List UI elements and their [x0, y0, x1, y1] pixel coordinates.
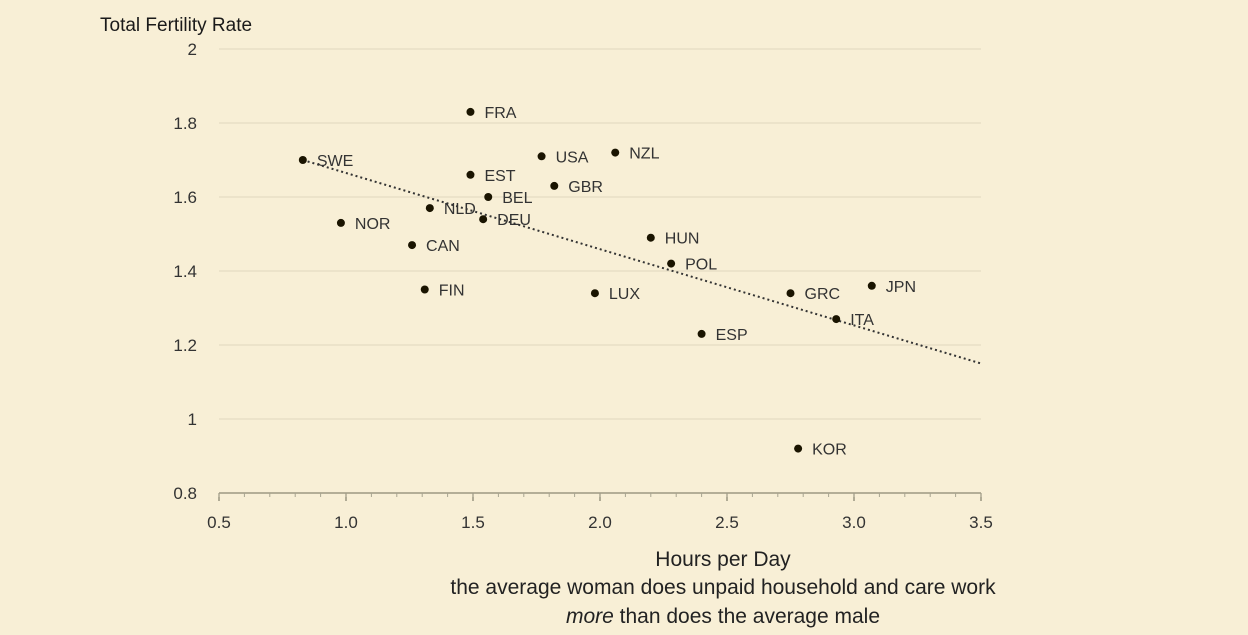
point-label-gbr: GBR [568, 179, 603, 196]
x-tick-labels: 0.5 1.0 1.5 2.0 2.5 3.0 3.5 [207, 513, 993, 532]
point-ita [832, 315, 841, 324]
data-points: SWE NOR CAN FIN NLD FRA EST BEL DEU USA GBR LUX NZL H… [298, 105, 916, 459]
point-nzl [611, 148, 620, 157]
point-label-nzl: NZL [629, 146, 659, 163]
point-can [408, 241, 417, 250]
x-tick-label: 1.0 [334, 513, 358, 532]
point-pol [667, 259, 676, 268]
point-label-grc: GRC [805, 286, 841, 303]
y-tick-label: 0.8 [173, 484, 197, 503]
y-axis-label: Total Fertility Rate [100, 15, 252, 36]
point-fin [420, 285, 429, 294]
point-label-esp: ESP [716, 327, 748, 344]
point-label-fra: FRA [484, 105, 516, 122]
y-tick-label: 1.6 [173, 188, 197, 207]
point-grc [786, 289, 795, 298]
point-label-deu: DEU [497, 212, 531, 229]
point-label-usa: USA [556, 149, 589, 166]
point-jpn [867, 281, 876, 290]
subtitle-line-2: more than does the average male [566, 605, 880, 628]
trendline [302, 159, 982, 365]
point-label-nor: NOR [355, 216, 391, 233]
x-tick-label: 3.5 [969, 513, 993, 532]
y-tick-label: 1.2 [173, 336, 197, 355]
x-tick-label: 3.0 [842, 513, 866, 532]
point-usa [537, 152, 546, 161]
axes [218, 492, 982, 501]
point-fra [466, 107, 475, 116]
y-tick-label: 1 [188, 410, 197, 429]
y-tick-label: 1.4 [173, 262, 197, 281]
point-bel [484, 193, 493, 201]
point-nor [336, 218, 345, 227]
gridlines [219, 48, 981, 420]
point-label-nld: NLD [444, 201, 476, 218]
x-tick-label: 0.5 [207, 513, 231, 532]
subtitle-rest: than does the average male [614, 605, 880, 628]
point-label-can: CAN [426, 238, 460, 255]
point-label-ita: ITA [850, 312, 874, 329]
point-label-hun: HUN [665, 231, 700, 248]
point-lux [590, 289, 599, 298]
point-nld [425, 204, 434, 213]
point-label-jpn: JPN [886, 279, 916, 296]
point-label-lux: LUX [609, 286, 640, 303]
x-axis-label: Hours per Day [655, 548, 791, 571]
x-tick-label: 1.5 [461, 513, 485, 532]
subtitle-line-1: the average woman does unpaid household … [450, 576, 996, 599]
y-tick-label: 2 [188, 40, 197, 59]
subtitle-emphasis: more [566, 605, 614, 628]
x-tick-label: 2.0 [588, 513, 612, 532]
point-swe [298, 156, 307, 164]
x-tick-label: 2.5 [715, 513, 739, 532]
point-label-bel: BEL [502, 190, 532, 207]
point-est [466, 170, 475, 179]
point-kor [794, 444, 803, 453]
point-deu [479, 215, 488, 224]
point-label-pol: POL [685, 257, 717, 274]
point-gbr [550, 181, 559, 190]
point-esp [697, 329, 706, 338]
point-label-est: EST [484, 168, 515, 185]
point-hun [646, 233, 655, 242]
y-tick-labels: 0.8 1 1.2 1.4 1.6 1.8 2 [173, 40, 197, 503]
point-label-kor: KOR [812, 442, 847, 459]
point-label-fin: FIN [439, 283, 465, 300]
point-label-swe: SWE [317, 153, 353, 170]
y-tick-label: 1.8 [173, 114, 197, 133]
